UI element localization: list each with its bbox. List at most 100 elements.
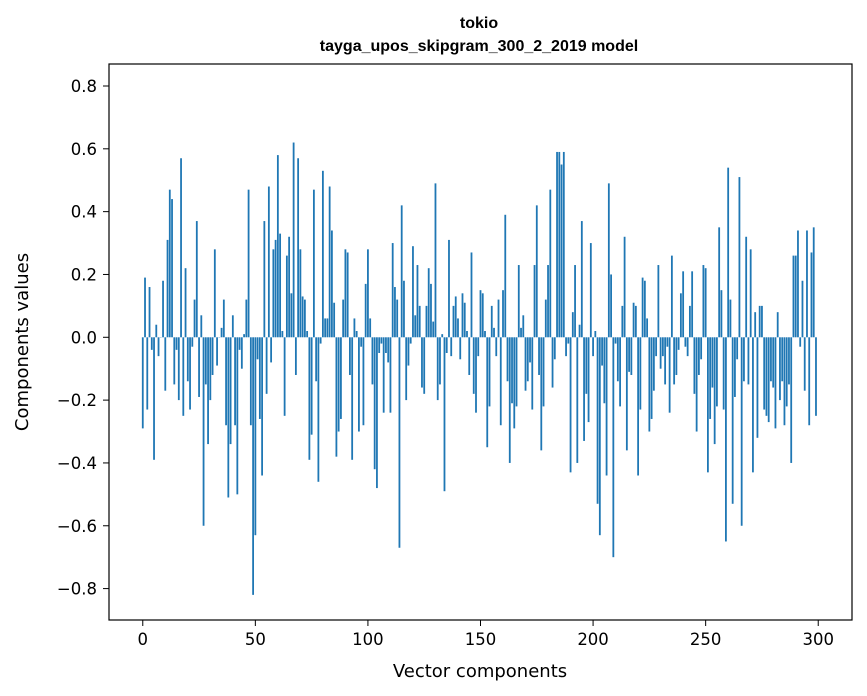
bar-115 [400, 205, 403, 338]
bar-64 [285, 255, 288, 338]
bar-298 [812, 227, 815, 338]
bar-206 [605, 337, 608, 476]
bar-123 [418, 305, 421, 338]
bar-7 [157, 337, 160, 357]
bar-50 [254, 337, 257, 536]
bar-88 [340, 337, 342, 419]
bar-11 [166, 239, 169, 338]
bar-97 [360, 337, 363, 347]
bar-104 [376, 337, 378, 489]
bar-160 [502, 290, 504, 338]
bar-111 [391, 243, 394, 338]
bar-17 [180, 158, 182, 338]
bar-100 [367, 249, 369, 338]
bar-26 [200, 315, 203, 338]
bar-6 [155, 324, 158, 338]
bar-69 [297, 158, 300, 338]
bar-68 [294, 337, 297, 375]
bar-258 [722, 337, 725, 410]
bar-194 [578, 324, 581, 338]
bar-232 [664, 337, 667, 385]
bar-95 [355, 331, 358, 338]
bar-265 [738, 177, 741, 338]
bar-132 [439, 337, 441, 385]
bar-5 [153, 337, 155, 460]
bar-48 [249, 337, 252, 426]
bar-281 [774, 337, 777, 429]
bar-274 [758, 305, 761, 338]
y-tick-label: 0.6 [71, 140, 97, 159]
bar-209 [612, 337, 615, 558]
bar-242 [686, 337, 689, 357]
bar-196 [583, 337, 585, 441]
y-tick-label: −0.8 [57, 580, 97, 599]
bar-128 [430, 283, 432, 338]
x-tick-label: 250 [690, 630, 722, 649]
bar-9 [162, 280, 164, 338]
bar-156 [493, 327, 495, 338]
bar-122 [416, 265, 419, 338]
bar-24 [195, 221, 198, 338]
bar-264 [736, 337, 739, 360]
bar-269 [747, 337, 750, 385]
bar-226 [650, 337, 653, 419]
bar-254 [713, 337, 716, 445]
bar-228 [655, 337, 658, 357]
bar-44 [240, 337, 243, 369]
bar-54 [263, 221, 266, 338]
bar-22 [191, 337, 194, 347]
bar-45 [243, 334, 245, 338]
bar-241 [684, 337, 687, 347]
bar-124 [421, 337, 423, 388]
bar-145 [468, 337, 471, 375]
bar-19 [184, 268, 187, 338]
bar-53 [261, 337, 263, 476]
bar-103 [373, 337, 376, 470]
bar-277 [765, 337, 768, 416]
bar-134 [443, 337, 446, 492]
bar-149 [477, 337, 480, 357]
bar-247 [698, 337, 700, 375]
bar-113 [396, 299, 399, 338]
bar-94 [353, 318, 356, 338]
bar-138 [452, 305, 455, 338]
bar-227 [652, 337, 655, 391]
bar-56 [267, 186, 270, 338]
bar-162 [506, 337, 509, 382]
bar-213 [621, 305, 624, 338]
y-tick-label: −0.6 [57, 517, 97, 536]
bar-126 [425, 305, 428, 338]
bar-117 [405, 337, 408, 401]
bar-203 [598, 337, 601, 536]
bar-191 [571, 312, 574, 338]
bar-235 [670, 255, 673, 338]
bar-184 [556, 151, 558, 338]
bar-27 [202, 337, 205, 526]
bar-153 [486, 337, 489, 448]
bar-116 [403, 280, 405, 338]
y-tick-label: 0.8 [71, 77, 97, 96]
bar-246 [695, 337, 698, 432]
bar-118 [407, 337, 410, 366]
bar-93 [351, 337, 354, 460]
bar-92 [349, 337, 351, 375]
bar-243 [688, 305, 691, 338]
bar-217 [630, 337, 633, 375]
bar-110 [389, 337, 392, 413]
bar-15 [175, 337, 178, 350]
bar-65 [288, 236, 291, 338]
bar-2 [146, 337, 149, 410]
bar-263 [734, 337, 736, 397]
bar-221 [639, 337, 642, 410]
bar-180 [547, 265, 549, 338]
bar-140 [457, 318, 459, 338]
bar-249 [702, 265, 705, 338]
bar-79 [319, 337, 322, 344]
bar-248 [700, 337, 703, 360]
bar-87 [337, 337, 340, 432]
chart-title: tokio [460, 15, 498, 32]
x-tick-label: 200 [577, 630, 609, 649]
bar-31 [211, 337, 214, 375]
bar-177 [540, 337, 543, 451]
bar-275 [761, 305, 763, 338]
